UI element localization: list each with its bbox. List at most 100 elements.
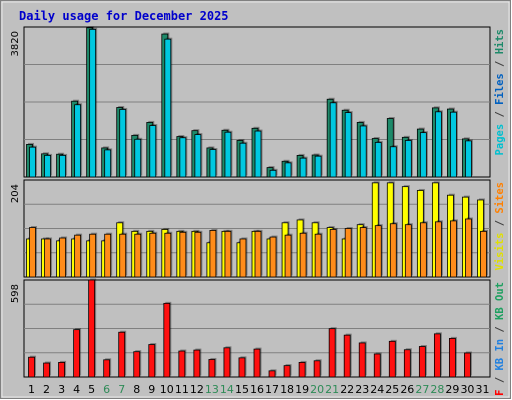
bar-sites-day-21	[329, 229, 337, 278]
bar-sites-day-14	[224, 230, 232, 278]
bar-files-day-7	[119, 109, 127, 178]
x-tick-label: 11	[175, 383, 189, 396]
bar-files-day-3	[59, 155, 66, 178]
chart-title: Daily usage for December 2025	[19, 9, 229, 23]
bar-kb-f-day-29	[449, 337, 456, 378]
side-legend-part: KB In	[494, 339, 506, 371]
x-tick-label: 14	[220, 383, 234, 396]
x-tick-label: 18	[280, 383, 294, 396]
bar-sites-day-19	[299, 232, 307, 278]
bar-files-day-25	[389, 146, 397, 178]
bar-kb-f-day-20	[313, 360, 321, 378]
y-max-label: 598	[10, 284, 21, 303]
bar-kb-f-day-28	[433, 333, 441, 378]
x-tick-label: 29	[445, 383, 459, 396]
bar-kb-f-day-5	[88, 279, 96, 378]
bar-kb-f-day-6	[103, 359, 111, 378]
x-tick-label: 7	[118, 383, 125, 396]
bar-sites-day-2	[44, 238, 51, 278]
bar-files-day-20	[314, 155, 322, 178]
bar-files-day-17	[269, 169, 277, 178]
bar-sites-day-6	[104, 233, 112, 278]
bar-files-day-10	[164, 38, 172, 178]
bar-sites-day-4	[74, 234, 82, 278]
x-tick-label: 8	[133, 383, 140, 396]
bar-files-day-29	[450, 111, 457, 178]
x-tick-label: 10	[160, 383, 174, 396]
side-legend: KB F / KB In / KB Out	[494, 282, 506, 400]
side-legend-part: Sites	[494, 182, 506, 214]
bar-files-day-11	[179, 137, 187, 178]
bar-files-day-21	[329, 102, 337, 178]
bar-kb-f-day-10	[163, 302, 171, 378]
x-tick-label: 5	[88, 383, 95, 396]
bar-kb-f-day-3	[58, 362, 65, 378]
x-tick-label: 15	[235, 383, 249, 396]
bar-kb-f-day-1	[28, 356, 35, 378]
bar-files-day-1	[29, 146, 36, 178]
bar-files-day-19	[299, 157, 307, 178]
bar-files-day-18	[284, 162, 292, 178]
bar-kb-f-day-25	[388, 340, 396, 378]
x-tick-label: 19	[295, 383, 309, 396]
bar-files-day-23	[359, 125, 367, 178]
x-tick-label: 4	[73, 383, 80, 396]
bar-kb-f-day-23	[358, 342, 366, 378]
x-tick-label: 2	[43, 383, 50, 396]
bar-sites-day-5	[89, 233, 97, 278]
y-max-label: 204	[10, 184, 21, 203]
bar-kb-f-day-2	[43, 362, 50, 378]
bar-sites-day-25	[389, 223, 397, 278]
bar-sites-day-29	[450, 220, 457, 278]
bar-files-day-12	[194, 134, 202, 178]
side-legend: Pages / Files / Hits	[494, 29, 506, 155]
bar-sites-day-20	[314, 233, 322, 278]
bar-files-day-22	[344, 112, 352, 178]
bar-files-day-16	[254, 130, 262, 178]
side-legend-part: /	[494, 371, 506, 390]
side-legend-part: KB F	[494, 389, 506, 400]
bar-kb-f-day-30	[464, 352, 471, 378]
bar-files-day-2	[44, 155, 51, 178]
x-axis-labels: 1 2 3 4 5 6 7 8 9 10 11 12 13 14 15 16 17 18 19 20 21 22 23 24 2…	[28, 383, 489, 396]
panel-kb: 598 KB F / KB In / KB Out	[10, 278, 506, 400]
x-tick-label: 25	[385, 383, 399, 396]
bar-kb-f-day-26	[403, 349, 411, 378]
bar-files-day-5	[89, 28, 97, 178]
bar-sites-day-28	[434, 221, 442, 278]
bar-kb-f-day-12	[193, 349, 201, 378]
bar-sites-day-15	[239, 238, 247, 278]
bar-kb-f-day-17	[268, 370, 276, 378]
x-tick-label: 26	[400, 383, 414, 396]
bar-kb-f-day-14	[223, 347, 231, 378]
bar-sites-day-11	[179, 231, 187, 278]
bar-files-day-27	[419, 132, 427, 178]
bar-files-day-24	[374, 142, 382, 178]
bar-sites-day-31	[480, 230, 487, 278]
bar-files-day-15	[239, 142, 247, 178]
bar-kb-f-day-18	[283, 365, 291, 378]
bar-sites-day-1	[29, 227, 36, 278]
bar-sites-day-24	[374, 225, 382, 278]
bar-files-day-28	[434, 111, 442, 178]
x-tick-label: 23	[355, 383, 369, 396]
x-tick-label: 20	[310, 383, 324, 396]
bar-sites-day-17	[269, 236, 277, 278]
x-tick-label: 12	[190, 383, 204, 396]
bar-files-day-9	[149, 125, 157, 178]
bar-sites-day-27	[419, 222, 427, 278]
bar-kb-f-day-13	[208, 359, 216, 378]
bar-files-day-8	[134, 138, 142, 178]
side-legend: Visits / Sites	[494, 182, 506, 271]
side-legend-part: Pages	[494, 124, 506, 156]
side-legend-part: /	[494, 54, 506, 73]
bar-kb-f-day-11	[178, 350, 186, 378]
bar-sites-day-23	[359, 227, 367, 278]
side-legend-part: /	[494, 105, 506, 124]
x-tick-label: 17	[265, 383, 279, 396]
bar-files-day-6	[104, 149, 112, 178]
x-tick-label: 22	[340, 383, 354, 396]
x-tick-label: 6	[103, 383, 110, 396]
bar-sites-day-12	[194, 231, 202, 278]
panel-hits-files-pages: 3820 Pages / Files / Hits	[10, 26, 506, 178]
